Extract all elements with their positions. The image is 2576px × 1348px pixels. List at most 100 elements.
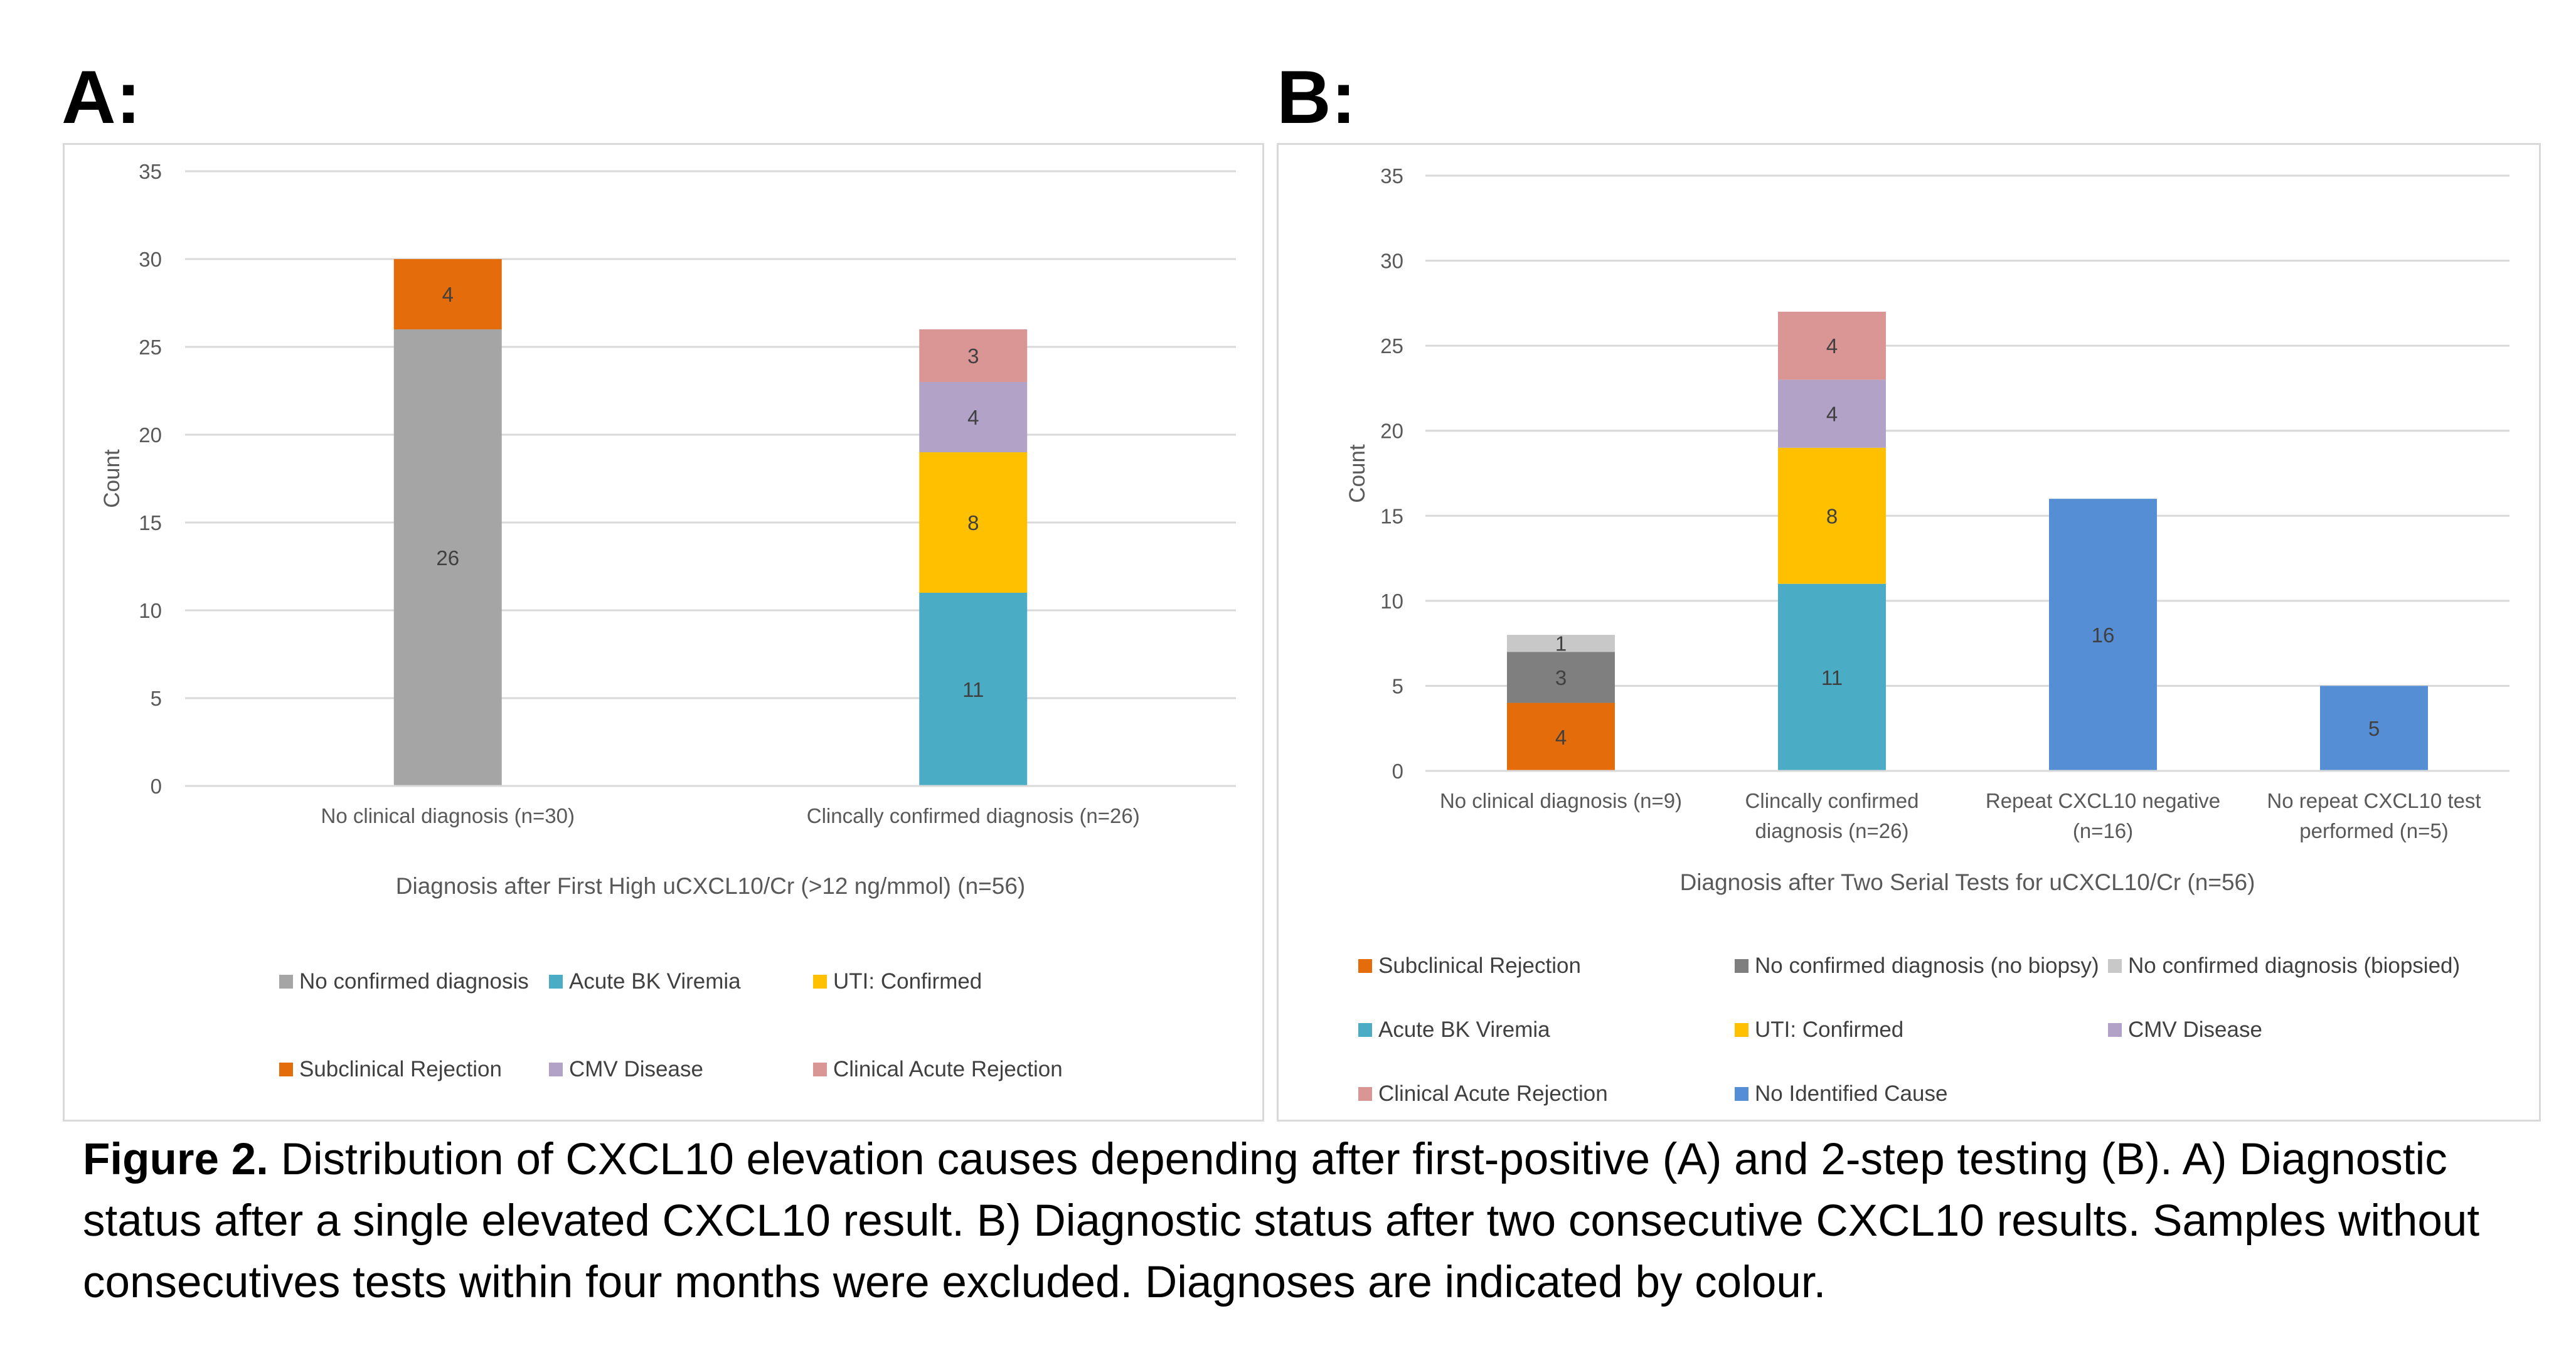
chart-a-legend-item: No confirmed diagnosis — [279, 969, 529, 994]
chart-b-legend-swatch — [2108, 1023, 2122, 1037]
chart-b-data-label: 8 — [1826, 504, 1838, 528]
chart-b-bar-segment — [1778, 583, 1886, 771]
chart-b-y-tick-label: 25 — [1380, 334, 1403, 358]
figure-caption: Figure 2. Distribution of CXCL10 elevati… — [83, 1129, 2530, 1314]
chart-a-legend-item: CMV Disease — [549, 1057, 703, 1082]
chart-b-data-label: 4 — [1826, 403, 1838, 426]
chart-b-data-label: 1 — [1555, 632, 1567, 655]
chart-b-bar-segment — [1507, 703, 1615, 771]
chart-b-category-label: No clinical diagnosis (n=9) — [1440, 789, 1682, 812]
chart-b-bar-segment — [1507, 635, 1615, 652]
chart-a-category-label: No clinical diagnosis (n=30) — [321, 804, 575, 827]
chart-b-legend-item: No Identified Cause — [1735, 1081, 1947, 1107]
chart-b-data-label: 4 — [1555, 726, 1567, 749]
chart-b-y-tick-label: 15 — [1380, 504, 1403, 528]
chart-a-legend-label: UTI: Confirmed — [833, 969, 982, 994]
chart-a-y-tick-label: 15 — [139, 511, 162, 534]
chart-a-bar-segment — [919, 452, 1028, 593]
chart-b-bar-segment — [1778, 379, 1886, 448]
chart-b-y-tick-label: 0 — [1392, 760, 1403, 783]
chart-a-legend-swatch — [549, 975, 563, 989]
chart-a-y-tick-label: 35 — [139, 160, 162, 183]
chart-b-bar-segment — [1507, 652, 1615, 703]
chart-a-legend-swatch — [279, 1063, 293, 1076]
chart-b-category-label: performed (n=5) — [2299, 819, 2449, 842]
chart-b-legend-item: Acute BK Viremia — [1358, 1017, 1550, 1043]
chart-b-legend-label: Acute BK Viremia — [1378, 1017, 1550, 1042]
chart-a-data-label: 26 — [436, 546, 459, 570]
chart-b-data-label: 16 — [2092, 624, 2115, 647]
chart-b-legend-swatch — [1735, 1023, 1748, 1037]
chart-a-bar-segment — [919, 329, 1028, 382]
chart-a-y-tick-label: 5 — [151, 687, 162, 710]
chart-a-legend-swatch — [813, 1063, 827, 1076]
chart-b-legend-item: No confirmed diagnosis (biopsied) — [2108, 953, 2460, 979]
chart-a-y-tick-label: 30 — [139, 248, 162, 271]
chart-a-bar-segment — [393, 329, 502, 786]
chart-a-y-tick-label: 20 — [139, 423, 162, 447]
chart-a-legend-label: Acute BK Viremia — [569, 969, 741, 994]
chart-b-legend-label: Clinical Acute Rejection — [1378, 1081, 1608, 1106]
chart-b-x-axis-label: Diagnosis after Two Serial Tests for uCX… — [1680, 869, 2255, 895]
chart-b-legend-swatch — [1358, 1023, 1372, 1037]
chart-b-y-axis-label: Count — [1345, 444, 1370, 503]
chart-b-legend-label: UTI: Confirmed — [1755, 1017, 1904, 1042]
chart-b-legend-label: No confirmed diagnosis (no biopsy) — [1755, 953, 2099, 978]
chart-a-legend-item: UTI: Confirmed — [813, 969, 982, 994]
chart-a-legend-label: Subclinical Rejection — [299, 1057, 502, 1081]
caption-text: Distribution of CXCL10 elevation causes … — [83, 1135, 2480, 1307]
chart-a-y-tick-label: 10 — [139, 599, 162, 622]
chart-a-legend-swatch — [549, 1063, 563, 1076]
chart-b-legend-item: UTI: Confirmed — [1735, 1017, 1903, 1043]
chart-a-data-label: 3 — [967, 344, 979, 368]
chart-a-y-tick-label: 25 — [139, 336, 162, 359]
chart-a-legend-label: CMV Disease — [569, 1057, 703, 1081]
chart-b-bar-segment — [1778, 311, 1886, 380]
chart-b-legend-swatch — [1735, 959, 1748, 973]
chart-b-legend-label: No confirmed diagnosis (biopsied) — [2128, 953, 2461, 978]
chart-a-data-label: 4 — [442, 283, 454, 306]
chart-a-y-tick-label: 0 — [151, 775, 162, 798]
caption-lead: Figure 2. — [83, 1135, 269, 1184]
chart-b-legend-swatch — [1735, 1087, 1748, 1101]
chart-b-frame — [1277, 143, 2541, 1122]
chart-a-bar-segment — [393, 259, 502, 329]
chart-a-y-axis-label: Count — [100, 449, 124, 508]
chart-a-bar-segment — [919, 382, 1028, 452]
chart-a-frame — [63, 143, 1264, 1122]
chart-b-category-label: Clincally confirmed — [1745, 789, 1919, 812]
chart-b-category-label: (n=16) — [2073, 819, 2133, 842]
chart-b-y-tick-label: 20 — [1380, 420, 1403, 443]
chart-b-legend-item: Subclinical Rejection — [1358, 953, 1581, 979]
chart-a-legend-label: Clinical Acute Rejection — [833, 1057, 1063, 1081]
chart-b-legend-label: CMV Disease — [2128, 1017, 2262, 1042]
chart-b-bar-segment — [2049, 499, 2157, 771]
chart-a-legend-item: Clinical Acute Rejection — [813, 1057, 1063, 1082]
chart-b-data-label: 5 — [2368, 717, 2380, 740]
chart-a-category-label: Clincally confirmed diagnosis (n=26) — [807, 804, 1140, 827]
chart-b-bar-segment — [1778, 447, 1886, 584]
chart-a-bar-segment — [919, 593, 1028, 786]
chart-a-data-label: 8 — [967, 511, 979, 534]
chart-b-legend-item: No confirmed diagnosis (no biopsy) — [1735, 953, 2099, 979]
chart-b-data-label: 11 — [1821, 666, 1843, 689]
chart-b-category-label: No repeat CXCL10 test — [2267, 789, 2481, 812]
panel-a-label: A: — [61, 55, 141, 139]
chart-b-legend-item: CMV Disease — [2108, 1017, 2262, 1043]
chart-a-data-label: 11 — [962, 678, 984, 701]
chart-a-data-label: 4 — [967, 406, 979, 429]
chart-a-legend-item: Subclinical Rejection — [279, 1057, 502, 1082]
chart-b-y-tick-label: 10 — [1380, 590, 1403, 613]
chart-a-legend-label: No confirmed diagnosis — [299, 969, 529, 994]
chart-a-legend-swatch — [813, 975, 827, 989]
chart-b-legend-swatch — [2108, 959, 2122, 973]
panel-b-label: B: — [1277, 55, 1356, 139]
chart-b-bar-segment — [2320, 686, 2428, 771]
chart-a-legend-swatch — [279, 975, 293, 989]
chart-b-legend-swatch — [1358, 959, 1372, 973]
chart-a-x-axis-label: Diagnosis after First High uCXCL10/Cr (>… — [396, 873, 1026, 899]
chart-b-data-label: 4 — [1826, 334, 1838, 358]
chart-b-legend-item: Clinical Acute Rejection — [1358, 1081, 1608, 1107]
chart-b-legend-label: Subclinical Rejection — [1378, 953, 1581, 978]
